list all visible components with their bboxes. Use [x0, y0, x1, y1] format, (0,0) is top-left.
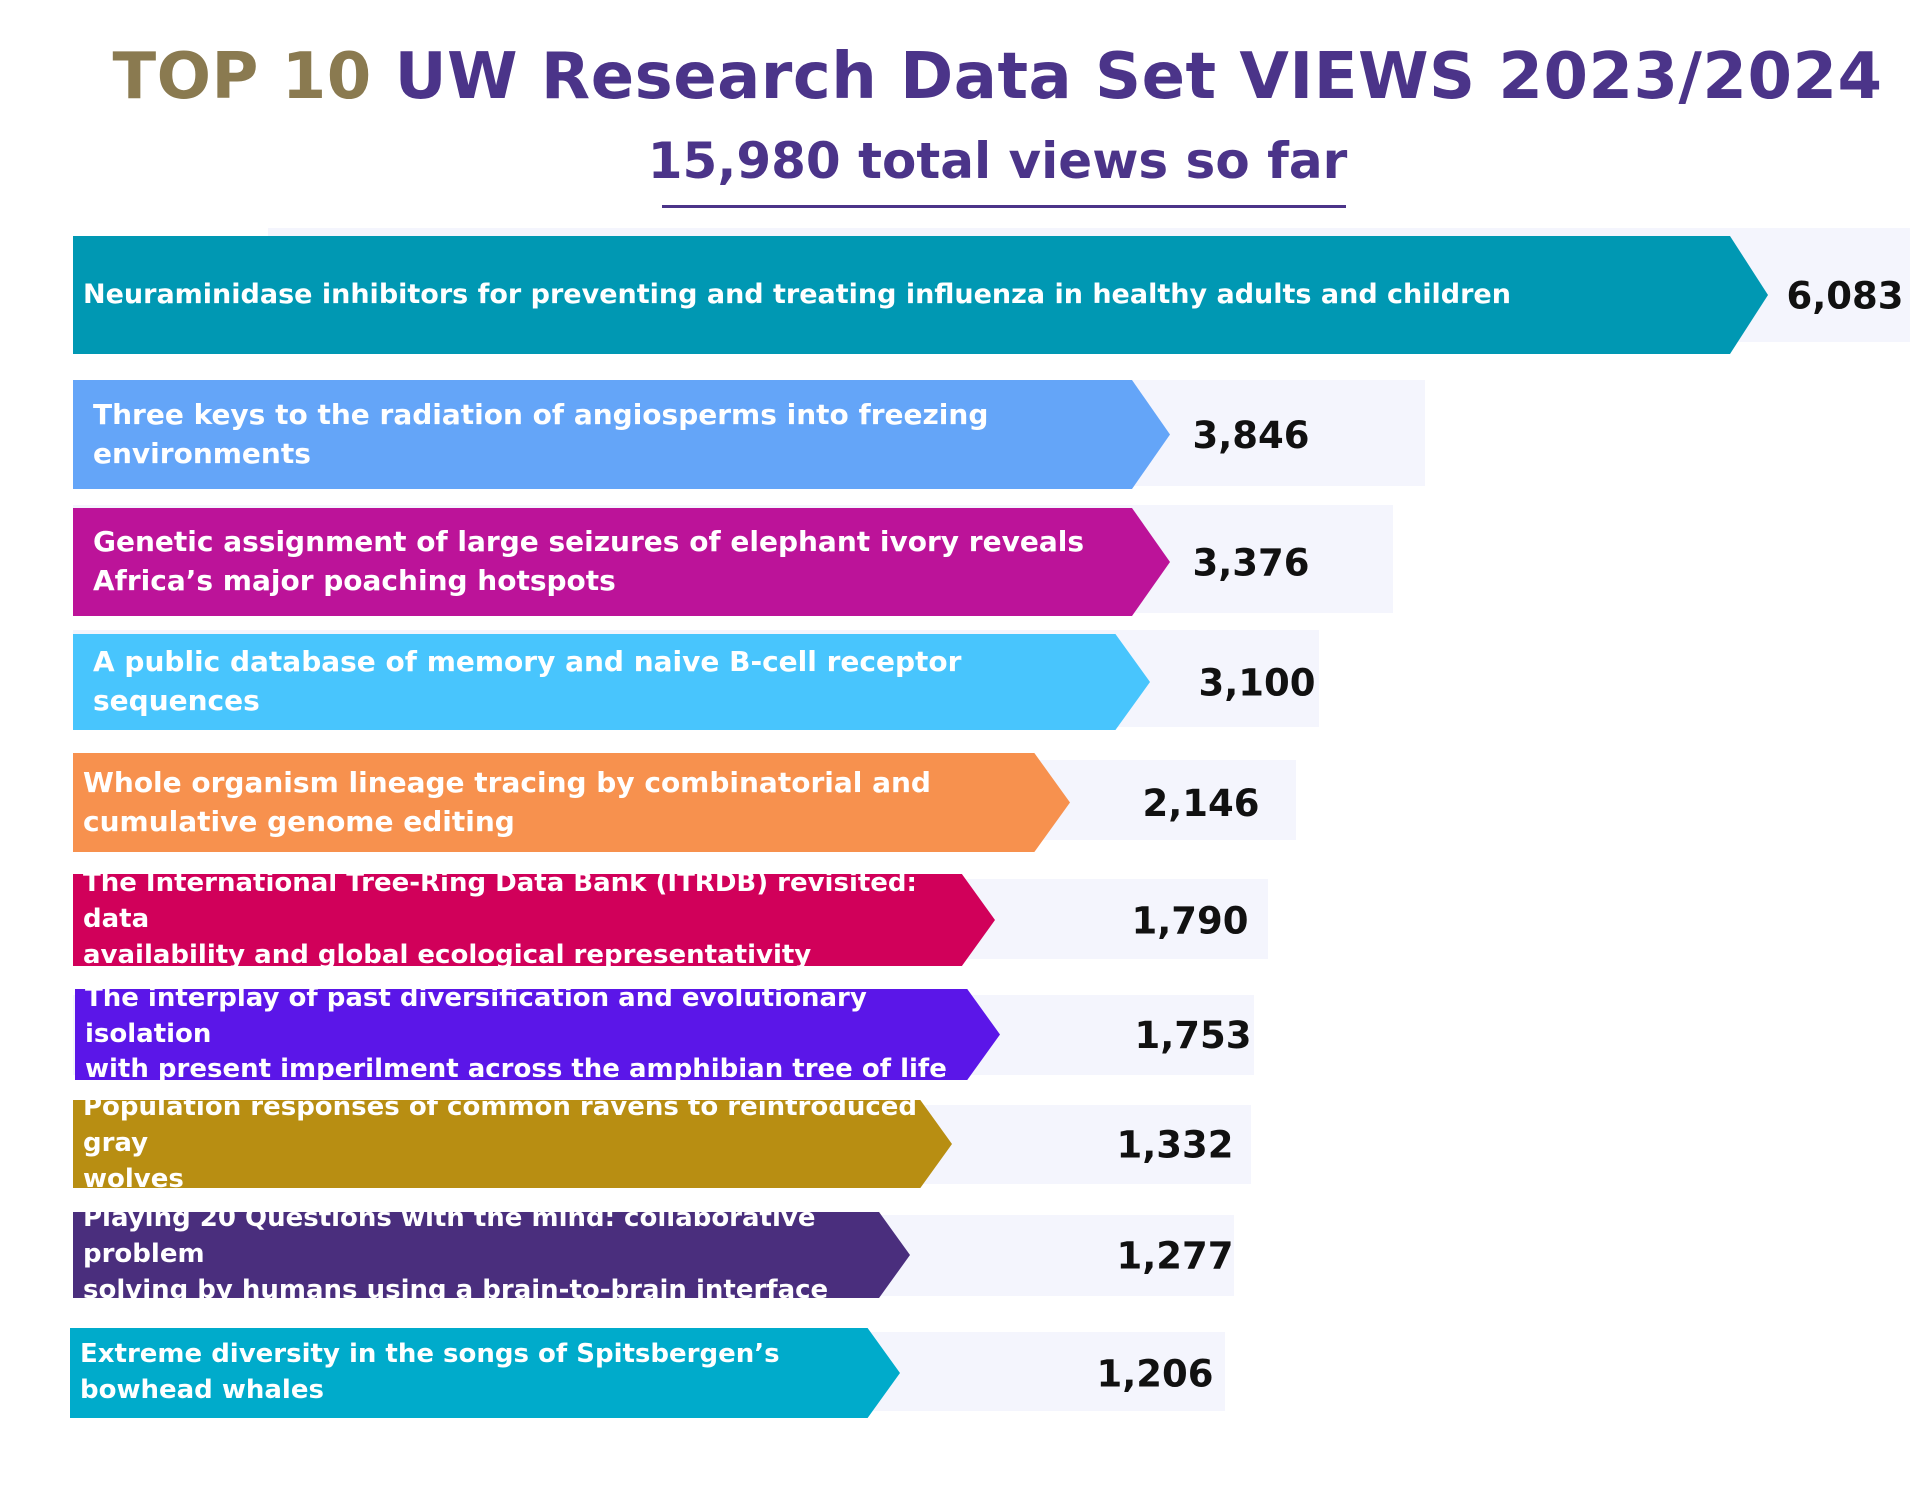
bar	[73, 508, 1170, 616]
value-label: 1,206	[1096, 1352, 1213, 1395]
chart-title-main: UW Research Data Set VIEWS 2023/2024	[394, 40, 1883, 114]
category-label-container: Extreme diversity in the songs of Spitsb…	[80, 1339, 780, 1405]
bar	[70, 1328, 900, 1418]
category-label-container: A public database of memory and naive B-…	[93, 645, 962, 717]
value-label: 2,146	[1142, 782, 1259, 825]
category-label: Extreme diversity in the songs of Spitsb…	[80, 1339, 780, 1405]
category-label: The interplay of past diversification an…	[85, 989, 947, 1080]
bar	[73, 634, 1150, 730]
bar	[73, 1100, 952, 1188]
chart-title-prefix: TOP 10	[112, 40, 372, 114]
category-label: Playing 20 Questions with the mind: coll…	[83, 1212, 829, 1298]
category-label: Population responses of common ravens to…	[83, 1100, 918, 1188]
chart-title: TOP 10 UW Research Data Set VIEWS 2023/2…	[0, 40, 1920, 114]
category-label: Three keys to the radiation of angiosper…	[93, 397, 989, 470]
value-label: 3,846	[1192, 414, 1309, 457]
subtitle-underline	[662, 205, 1346, 208]
category-label: Whole organism lineage tracing by combin…	[83, 765, 931, 838]
category-label: Genetic assignment of large seizures of …	[93, 525, 1084, 597]
bar	[73, 236, 1768, 354]
value-label: 3,376	[1192, 541, 1309, 584]
bar	[73, 753, 1070, 852]
category-label-container: The interplay of past diversification an…	[85, 989, 947, 1080]
category-label: The International Tree-Ring Data Bank (I…	[83, 874, 917, 966]
category-label-container: The International Tree-Ring Data Bank (I…	[83, 874, 917, 966]
bar	[73, 874, 995, 966]
category-label-container: Whole organism lineage tracing by combin…	[83, 765, 931, 838]
value-label: 1,753	[1134, 1014, 1251, 1057]
value-label: 3,100	[1198, 661, 1315, 704]
chart-subtitle: 15,980 total views so far	[647, 132, 1348, 190]
bar	[73, 380, 1170, 489]
category-label-container: Population responses of common ravens to…	[83, 1100, 918, 1188]
value-label: 6,083	[1786, 274, 1903, 317]
category-label-container: Genetic assignment of large seizures of …	[93, 525, 1084, 597]
bar	[75, 989, 1000, 1080]
category-label-container: Three keys to the radiation of angiosper…	[93, 397, 989, 470]
category-label: Neuraminidase inhibitors for preventing …	[83, 279, 1511, 311]
bar	[73, 1212, 910, 1298]
value-label: 1,332	[1116, 1123, 1233, 1166]
category-label-container: Neuraminidase inhibitors for preventing …	[83, 279, 1511, 311]
value-label: 1,790	[1131, 899, 1248, 942]
category-label-container: Playing 20 Questions with the mind: coll…	[83, 1212, 829, 1298]
category-label: A public database of memory and naive B-…	[93, 645, 962, 717]
value-label: 1,277	[1116, 1234, 1233, 1277]
